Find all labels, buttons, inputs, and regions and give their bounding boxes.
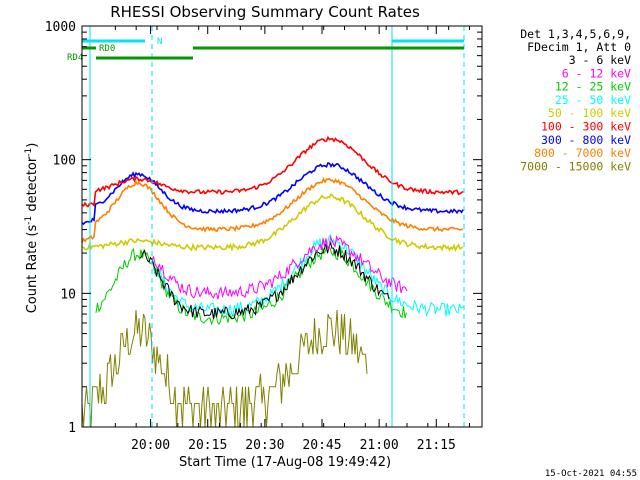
ticks-layer: 20:00 20:15 20:30 20:45 21:00 21:15 1000 100 10 1 [45,20,482,453]
series-layer [81,135,465,428]
legend-entry: 25 - 50 keV [555,93,631,107]
x-tick-label: 21:15 [417,438,456,453]
series-line [95,244,407,326]
legend: Det 1,3,4,5,6,9, FDecim 1, Att 0 3 - 6 k… [520,27,631,173]
flag-rd4-label: RD4 [67,53,83,63]
legend-entry: 50 - 100 keV [548,106,631,120]
legend-header-1: Det 1,3,4,5,6,9, [520,27,631,41]
series-line [139,240,390,320]
x-tick-label: 20:00 [131,438,170,453]
y-tick-label: 100 [53,154,76,169]
legend-entry: 6 - 12 keV [562,66,631,80]
x-axis-label: Start Time (17-Aug-08 19:49:42) [179,455,391,470]
y-axis-label-part1: Count Rate (s [25,225,40,314]
y-axis-label-part3: ) [25,143,40,148]
chart-title: RHESSI Observing Summary Count Rates [110,3,420,21]
series-line [81,162,464,226]
series-line [151,234,465,318]
y-axis-label-part2: detector [25,156,40,216]
series-line [81,135,464,208]
series-line [151,235,408,300]
series-line [81,309,368,428]
y-tick-label: 10 [60,287,76,302]
legend-entry: 3 - 6 keV [569,53,631,67]
legend-entry: 100 - 300 keV [541,120,631,134]
legend-entry: 12 - 25 keV [555,80,631,94]
y-axis-label: Count Rate (s-1 detector-1) [24,143,40,314]
legend-entry: 7000 - 15000 keV [520,159,631,173]
generation-timestamp: 15-Oct-2021 04:55 [545,469,637,479]
y-axis-label-sup1: -1 [24,216,34,225]
flag-rd0-label: RD0 [99,44,115,54]
y-axis-label-sup2: -1 [24,148,34,157]
series-line [81,177,464,244]
x-tick-label: 21:00 [360,438,399,453]
flag-n-label: N [157,37,162,47]
legend-header-2: FDecim 1, Att 0 [527,40,631,54]
y-tick-label: 1000 [45,20,76,35]
flags-layer: N RD0 RD4 [67,26,465,427]
y-tick-label: 1 [68,421,76,436]
x-tick-label: 20:15 [188,438,227,453]
series-line [81,193,464,253]
x-tick-label: 20:30 [245,438,284,453]
x-tick-label: 20:45 [302,438,341,453]
legend-entry: 300 - 800 keV [541,133,631,147]
legend-entry: 800 - 7000 keV [534,146,631,160]
